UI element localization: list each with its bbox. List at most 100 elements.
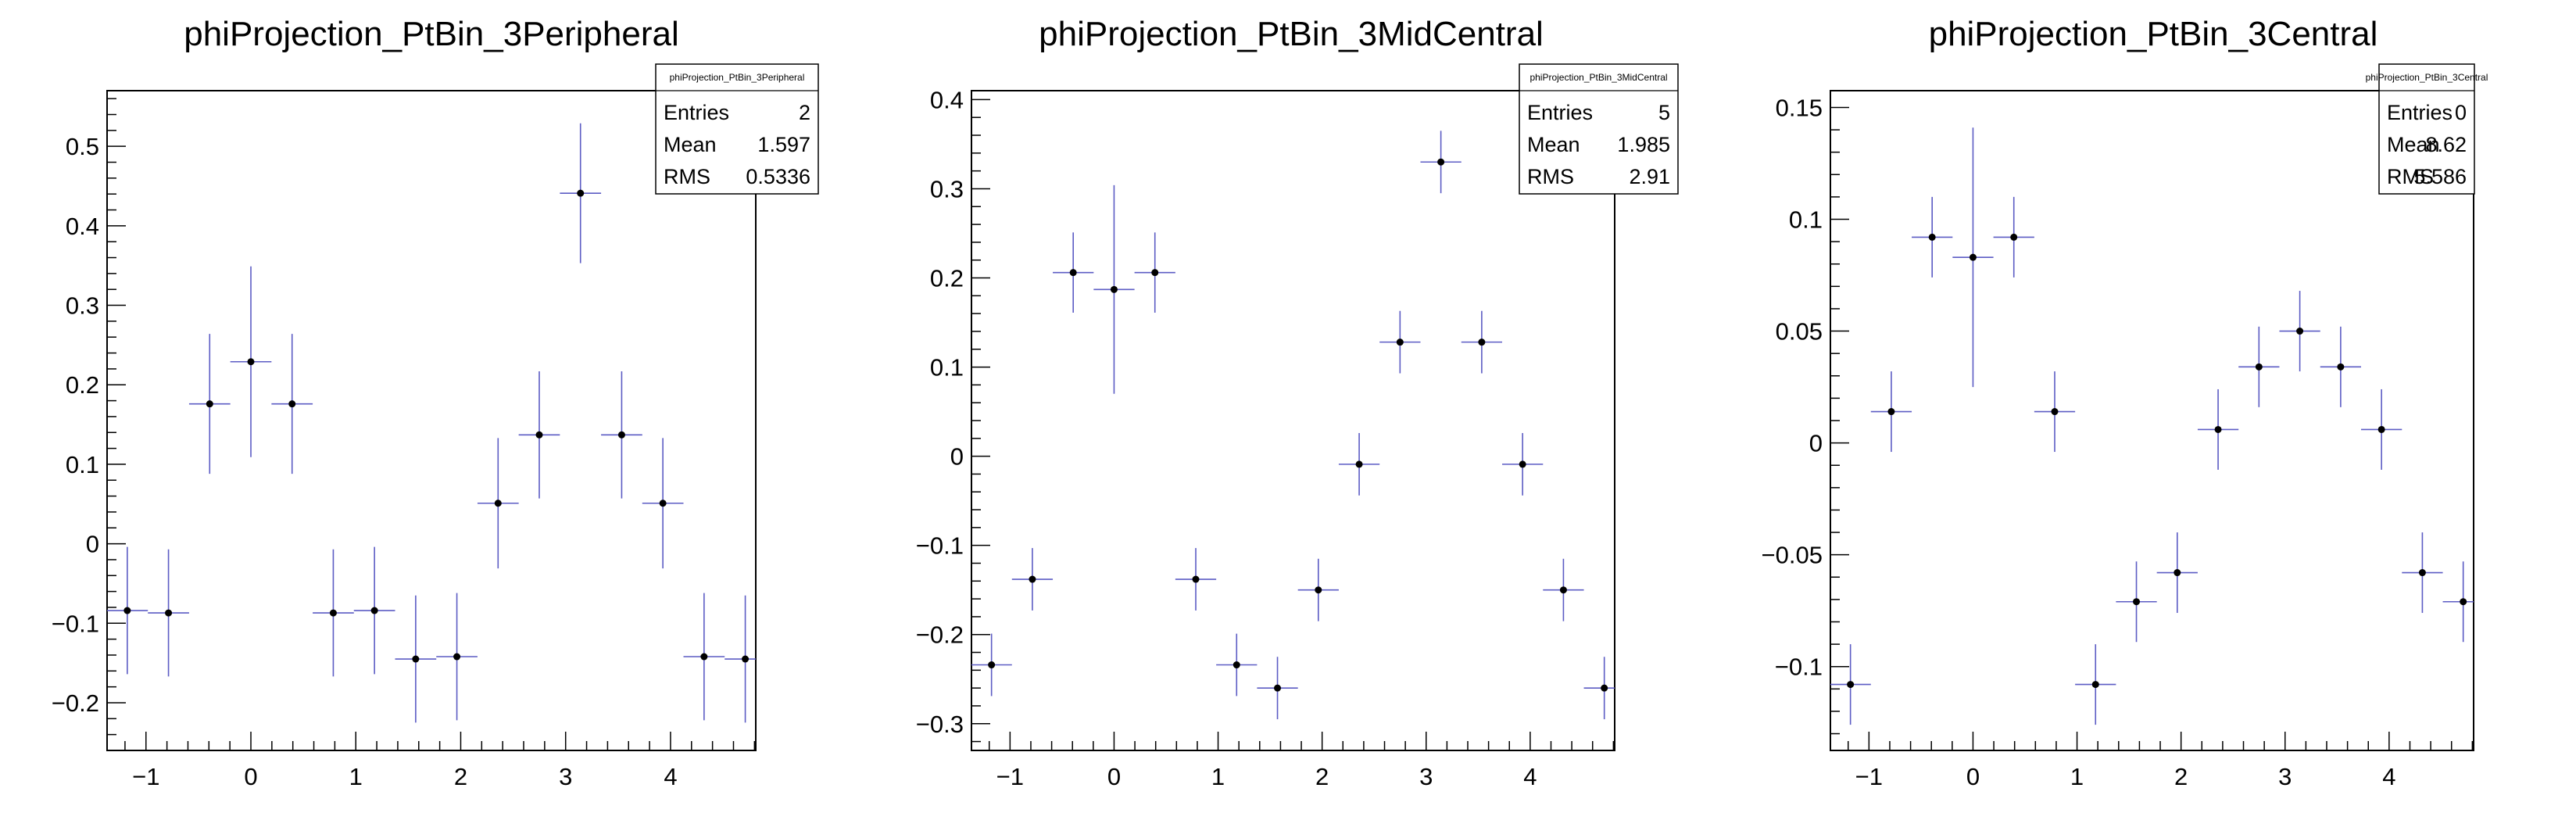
x-tick-label: −1 (996, 763, 1024, 790)
data-point (247, 358, 255, 366)
data-point (1559, 586, 1567, 594)
stats-box-title: phiProjection_PtBin_3Central (2366, 72, 2488, 83)
data-point (2214, 425, 2222, 433)
chart-title: phiProjection_PtBin_3MidCentral (1039, 15, 1544, 53)
x-tick-label: 4 (664, 763, 677, 790)
data-point (577, 189, 585, 197)
data-series (1830, 127, 2474, 725)
y-tick-label: −0.3 (916, 711, 964, 738)
x-tick-label: −1 (132, 763, 159, 790)
stats-box: phiProjection_PtBin_3Central Entries 0 Mean… (2366, 63, 2488, 195)
x-tick-label: 4 (1523, 763, 1537, 790)
data-point (1437, 158, 1445, 166)
data-point (1355, 460, 1363, 468)
data-point (2174, 569, 2181, 577)
data-point (412, 655, 420, 663)
data-point (2337, 363, 2345, 371)
data-point (1192, 575, 1200, 583)
stats-box-frame (1519, 63, 1679, 195)
data-point (2460, 598, 2467, 606)
stats-box-frame (655, 63, 819, 195)
stats-value: 2.91 (1629, 165, 1670, 188)
data-point (1151, 269, 1159, 277)
x-tick-label: 4 (2382, 763, 2395, 790)
plot-frame (971, 90, 1615, 751)
x-tick-label: 3 (2278, 763, 2292, 790)
y-tick-label: −0.2 (916, 621, 964, 649)
plot-frame (1830, 90, 2474, 751)
stats-label: Mean (2387, 133, 2440, 156)
stats-value: 1.985 (1617, 133, 1670, 156)
stats-value: 5 (1658, 101, 1670, 124)
plot-frame (106, 90, 757, 751)
data-point (1315, 586, 1322, 594)
y-tick-label: 0.15 (1776, 94, 1823, 121)
data-point (2091, 681, 2099, 689)
x-tick-label: 2 (1315, 763, 1329, 790)
stats-value: 0 (2455, 101, 2467, 124)
y-tick-label: 0.1 (66, 451, 99, 478)
y-tick-label: 0.3 (66, 292, 99, 320)
stats-box: phiProjection_PtBin_3Peripheral Entries 2 M… (655, 63, 819, 195)
stats-box-title: phiProjection_PtBin_3Peripheral (670, 72, 805, 83)
y-tick-label: 0.1 (1789, 206, 1823, 234)
x-tick-label: 1 (1211, 763, 1225, 790)
data-series (107, 123, 756, 723)
chart-panel: phiProjection_PtBin_3Peripheral −0.2 −0.1 0… (52, 15, 819, 790)
y-tick-label: 0 (86, 531, 99, 558)
chart-panel: phiProjection_PtBin_3Central −0.1 −0.05 0 0.… (1762, 15, 2488, 790)
x-tick-label: 3 (559, 763, 572, 790)
data-point (535, 431, 543, 439)
data-point (453, 653, 461, 661)
data-point (742, 655, 750, 663)
y-tick-label: 0.1 (930, 354, 964, 381)
y-tick-label: 0.2 (930, 265, 964, 292)
y-tick-label: 0.2 (66, 371, 99, 399)
data-point (1601, 684, 1608, 692)
stats-label: RMS (2387, 165, 2434, 188)
data-point (288, 400, 296, 408)
data-point (1887, 408, 1895, 416)
stats-value: 2 (799, 101, 810, 124)
stats-value: 8.62 (2425, 133, 2467, 156)
chart-title: phiProjection_PtBin_3Central (1929, 15, 2378, 53)
y-tick-label: 0.3 (930, 175, 964, 202)
stats-value: 1.597 (757, 133, 810, 156)
stats-value: 0.5336 (746, 165, 810, 188)
y-tick-label: −0.2 (52, 689, 99, 717)
x-tick-label: 0 (244, 763, 257, 790)
stats-label: Entries (2387, 101, 2453, 124)
y-tick-label: 0.4 (930, 86, 964, 113)
data-point (2133, 598, 2141, 606)
y-tick-label: 0.5 (66, 133, 99, 160)
data-point (1928, 233, 1936, 241)
y-tick-label: −0.1 (52, 610, 99, 637)
data-point (2051, 408, 2059, 416)
y-tick-label: 0 (1809, 430, 1823, 457)
stats-label: Mean (664, 133, 717, 156)
data-point (700, 653, 708, 661)
data-point (2296, 328, 2304, 335)
y-tick-label: 0.4 (66, 213, 99, 240)
data-point (2010, 233, 2018, 241)
data-point (329, 609, 337, 617)
y-tick-label: 0 (950, 443, 964, 471)
data-point (165, 609, 173, 617)
y-tick-label: 0.05 (1776, 318, 1823, 346)
data-point (2377, 425, 2385, 433)
x-tick-label: 3 (1419, 763, 1433, 790)
data-point (659, 500, 667, 507)
data-point (2255, 363, 2263, 371)
y-tick-label: −0.1 (1775, 654, 1823, 681)
data-point (494, 500, 502, 507)
stats-label: Entries (1527, 101, 1593, 124)
chart-panel: phiProjection_PtBin_3MidCentral −0.3 −0.2 −… (916, 15, 1679, 790)
chart-title: phiProjection_PtBin_3Peripheral (184, 15, 679, 53)
data-point (2418, 569, 2426, 577)
data-point (123, 607, 131, 614)
data-point (1233, 661, 1240, 669)
data-point (370, 607, 378, 614)
data-point (1519, 460, 1526, 468)
data-point (617, 431, 625, 439)
stats-label: RMS (664, 165, 710, 188)
